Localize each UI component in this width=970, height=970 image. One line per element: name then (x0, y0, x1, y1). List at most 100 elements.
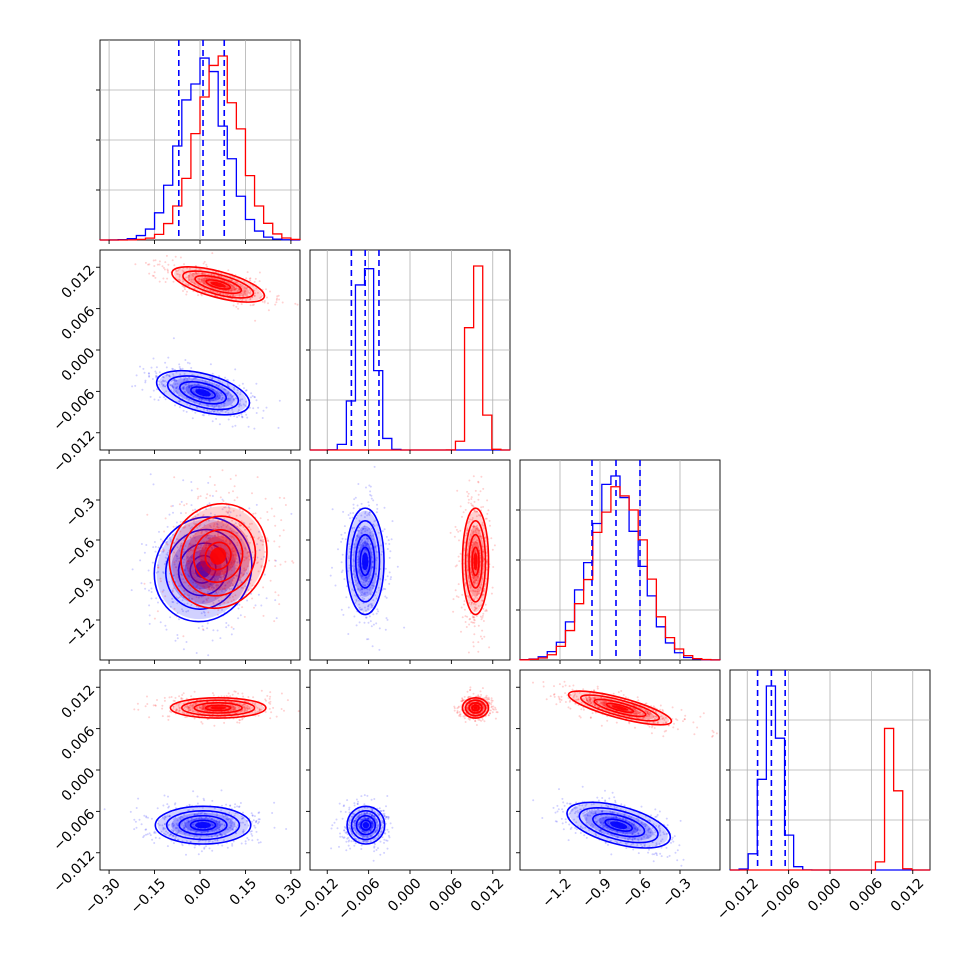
sample-point (216, 394, 219, 397)
sample-point (182, 387, 185, 390)
sample-point (189, 559, 192, 562)
sample-point (231, 519, 234, 522)
sample-point (252, 303, 255, 306)
sample-point (164, 380, 167, 382)
sample-point (235, 305, 238, 308)
sample-point (215, 383, 218, 386)
sample-point (248, 553, 251, 556)
sample-point (474, 510, 477, 513)
sample-point (243, 573, 246, 576)
sample-point (367, 605, 370, 607)
sample-point (238, 524, 241, 526)
sample-point (375, 829, 378, 832)
sample-point (223, 534, 226, 537)
sample-point (379, 840, 382, 843)
sample-point (217, 405, 220, 408)
sample-point (468, 520, 471, 523)
sample-point (190, 481, 193, 483)
sample-point (215, 384, 218, 387)
sample-point (196, 526, 199, 529)
sample-point (158, 371, 161, 374)
sample-point (193, 576, 196, 579)
sample-point (211, 840, 214, 843)
sample-point (217, 379, 220, 382)
sample-point (458, 539, 460, 542)
sample-point (243, 280, 246, 283)
sample-point (297, 710, 300, 713)
sample-point (367, 605, 370, 608)
sample-point (229, 695, 232, 698)
sample-point (199, 281, 202, 284)
sample-point (148, 374, 151, 377)
sample-point (368, 615, 371, 618)
sample-point (245, 572, 248, 575)
sample-point (466, 615, 469, 618)
sample-point (283, 709, 285, 712)
sample-point (382, 809, 385, 812)
sample-point (206, 265, 209, 268)
sample-point (193, 572, 196, 575)
sample-point (170, 380, 173, 382)
sample-point (384, 578, 387, 581)
sample-point (347, 514, 350, 516)
sample-point (175, 615, 178, 618)
sample-point (365, 544, 367, 547)
sample-point (469, 599, 472, 602)
sample-point (473, 619, 476, 622)
sample-point (476, 510, 478, 513)
sample-point (187, 556, 190, 559)
sample-point (213, 807, 216, 810)
sample-point (241, 586, 244, 589)
sample-point (166, 715, 169, 718)
sample-point (223, 575, 226, 578)
sample-point (177, 541, 180, 544)
sample-point (232, 286, 235, 289)
sample-point (374, 819, 377, 822)
sample-point (194, 572, 197, 575)
sample-point (230, 600, 233, 603)
sample-point (220, 578, 223, 581)
sample-point (217, 584, 220, 587)
sample-point (211, 372, 214, 375)
sample-point (170, 696, 173, 698)
sample-point (358, 519, 361, 522)
sample-point (367, 604, 370, 606)
sample-point (371, 820, 374, 823)
sample-point (211, 849, 214, 852)
sample-point (358, 550, 361, 553)
sample-point (201, 709, 204, 711)
sample-point (468, 623, 471, 626)
sample-point (371, 530, 374, 533)
sample-point (360, 588, 363, 591)
sample-point (371, 584, 373, 587)
sample-point (387, 834, 390, 837)
sample-point (365, 548, 368, 551)
sample-point (270, 507, 273, 510)
sample-point (371, 821, 374, 823)
contour-line (189, 554, 217, 584)
sample-point (166, 269, 169, 272)
sample-point (249, 297, 252, 300)
sample-point (371, 823, 374, 826)
sample-point (344, 811, 347, 813)
sample-point (378, 577, 381, 580)
sample-point (175, 709, 178, 712)
sample-point (244, 548, 247, 551)
sample-point (364, 817, 367, 820)
sample-point (219, 391, 222, 394)
sample-point (487, 509, 490, 512)
sample-point (156, 388, 158, 391)
sample-point (181, 280, 184, 283)
sample-point (189, 281, 192, 283)
density-fill (195, 822, 211, 829)
sample-point (168, 815, 171, 818)
sample-point (363, 831, 366, 834)
sample-point (480, 475, 483, 478)
sample-point (239, 821, 242, 824)
sample-point (158, 530, 160, 533)
sample-point (193, 836, 195, 839)
sample-point (372, 859, 375, 862)
red-histogram (310, 265, 511, 451)
sample-point (178, 503, 181, 506)
sample-point (265, 288, 267, 291)
